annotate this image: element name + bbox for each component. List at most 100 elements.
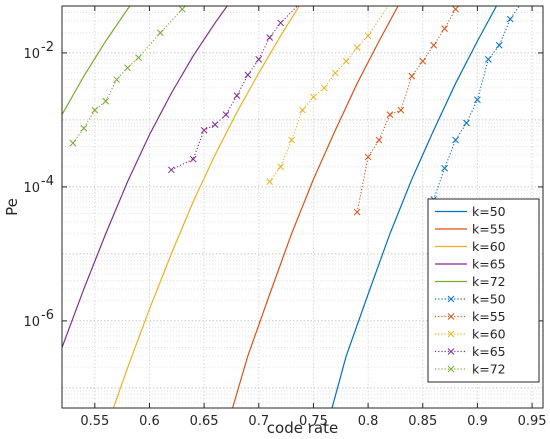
y-tick-label-exponent: -6	[41, 308, 54, 323]
x-marker-stroke	[447, 348, 455, 355]
x-marker-stroke	[375, 136, 383, 144]
x-marker-stroke	[200, 126, 208, 134]
data-point-k72-simulated	[91, 106, 99, 114]
x-tick-label: 0.6	[139, 414, 160, 429]
x-marker-stroke	[167, 166, 175, 174]
x-tick-label: 0.8	[358, 414, 379, 429]
data-point-k55-simulated	[375, 136, 383, 144]
x-tick-label: 0.7	[248, 414, 269, 429]
legend-marker	[447, 365, 455, 373]
data-point-k60-simulated	[321, 84, 328, 92]
data-point-k65-simulated	[255, 56, 263, 63]
x-marker-stroke	[299, 106, 306, 114]
series-line-k55-bound	[231, 6, 399, 408]
data-point-k65-simulated	[211, 121, 219, 128]
x-marker-stroke	[266, 178, 274, 185]
x-marker-stroke	[463, 119, 470, 127]
x-marker-stroke	[408, 72, 416, 80]
x-marker-stroke	[447, 330, 455, 338]
legend-marker	[447, 313, 455, 320]
x-marker-stroke	[364, 32, 372, 40]
data-point-k65-simulated	[167, 166, 175, 174]
data-point-k60-simulated	[310, 93, 317, 101]
data-point-k50-simulated	[452, 136, 459, 144]
x-marker-stroke	[447, 295, 455, 303]
y-tick-label: 10	[23, 47, 40, 62]
y-tick-label-exponent: -4	[41, 174, 54, 189]
x-marker-stroke	[124, 64, 131, 72]
x-marker-stroke	[288, 136, 295, 144]
x-marker-stroke	[353, 44, 361, 51]
data-point-k72-simulated	[102, 97, 110, 105]
x-marker-stroke	[321, 84, 328, 92]
x-marker-stroke	[157, 29, 164, 37]
x-marker-stroke	[474, 96, 481, 104]
data-point-k65-simulated	[222, 111, 230, 118]
x-marker-stroke	[255, 56, 263, 63]
legend: k=50 k=55 k=60 k=65 k=72 k=50 k=55 k=60 k=65 k=72	[427, 198, 540, 383]
data-point-k60-simulated	[299, 106, 306, 114]
x-marker-stroke	[178, 6, 186, 13]
data-point-k72-simulated	[113, 76, 121, 83]
x-marker-stroke	[386, 111, 394, 118]
data-point-k60-simulated	[364, 32, 372, 40]
data-point-k72-simulated	[69, 139, 77, 147]
legend-label: k=55	[472, 309, 506, 324]
y-axis-label: Pe	[3, 198, 21, 216]
data-point-k65-simulated	[244, 71, 252, 79]
x-marker-stroke	[441, 25, 448, 33]
x-marker-stroke	[113, 76, 121, 83]
series-line-k50-bound	[331, 6, 498, 408]
x-tick-label: 0.9	[467, 414, 488, 429]
data-point-k55-simulated	[452, 6, 459, 13]
y-tick-label: 10	[23, 181, 40, 196]
x-marker-stroke	[102, 97, 110, 105]
x-tick-label: 0.85	[408, 414, 437, 429]
data-point-k50-simulated	[474, 96, 481, 104]
legend-marker	[447, 295, 455, 303]
x-marker-stroke	[266, 34, 274, 41]
legend-label: k=60	[472, 327, 506, 342]
data-point-k50-simulated	[441, 164, 448, 172]
data-point-k72-simulated	[80, 124, 88, 132]
x-marker-stroke	[452, 6, 459, 13]
x-marker-stroke	[506, 15, 514, 23]
x-marker-stroke	[277, 163, 284, 171]
x-marker-stroke	[222, 111, 230, 118]
data-point-k55-simulated	[397, 106, 405, 114]
x-marker-stroke	[233, 92, 241, 100]
legend-label: k=65	[472, 344, 506, 359]
data-point-k50-simulated	[506, 15, 514, 23]
x-tick-label: 0.65	[190, 414, 219, 429]
legend-label: k=60	[472, 239, 506, 254]
x-marker-stroke	[331, 69, 339, 77]
x-marker-stroke	[447, 365, 455, 373]
legend-label: k=55	[472, 222, 506, 237]
x-tick-label: 0.95	[518, 414, 547, 429]
axis-ticks: 0.55 0.6 0.65 0.7 0.75 0.8 0.85 0.9 0.9510-210-4…	[23, 6, 547, 429]
x-marker-stroke	[211, 121, 219, 128]
x-marker-stroke	[91, 106, 99, 114]
legend-label: k=50	[472, 204, 506, 219]
series-line-k65-simulated	[171, 6, 299, 171]
legend-label: k=65	[472, 257, 506, 272]
x-marker-stroke	[484, 56, 492, 63]
y-tick-label: 10	[23, 315, 40, 330]
data-point-k65-simulated	[266, 34, 274, 41]
x-marker-stroke	[244, 71, 252, 79]
data-point-k50-simulated	[495, 41, 503, 49]
axes-box	[61, 5, 544, 409]
data-point-k60-simulated	[331, 69, 339, 77]
x-marker-stroke	[430, 41, 438, 49]
x-marker-stroke	[447, 313, 455, 320]
y-tick-label-exponent: -2	[41, 40, 54, 55]
plot-area	[62, 6, 525, 408]
data-point-k65-simulated	[277, 19, 284, 27]
x-marker-stroke	[189, 155, 197, 163]
legend-label: k=72	[472, 274, 506, 289]
x-marker-stroke	[310, 93, 317, 101]
x-tick-label: 0.75	[299, 414, 328, 429]
x-marker-stroke	[397, 106, 405, 114]
data-point-k55-simulated	[408, 72, 416, 80]
data-point-k55-simulated	[441, 25, 448, 33]
